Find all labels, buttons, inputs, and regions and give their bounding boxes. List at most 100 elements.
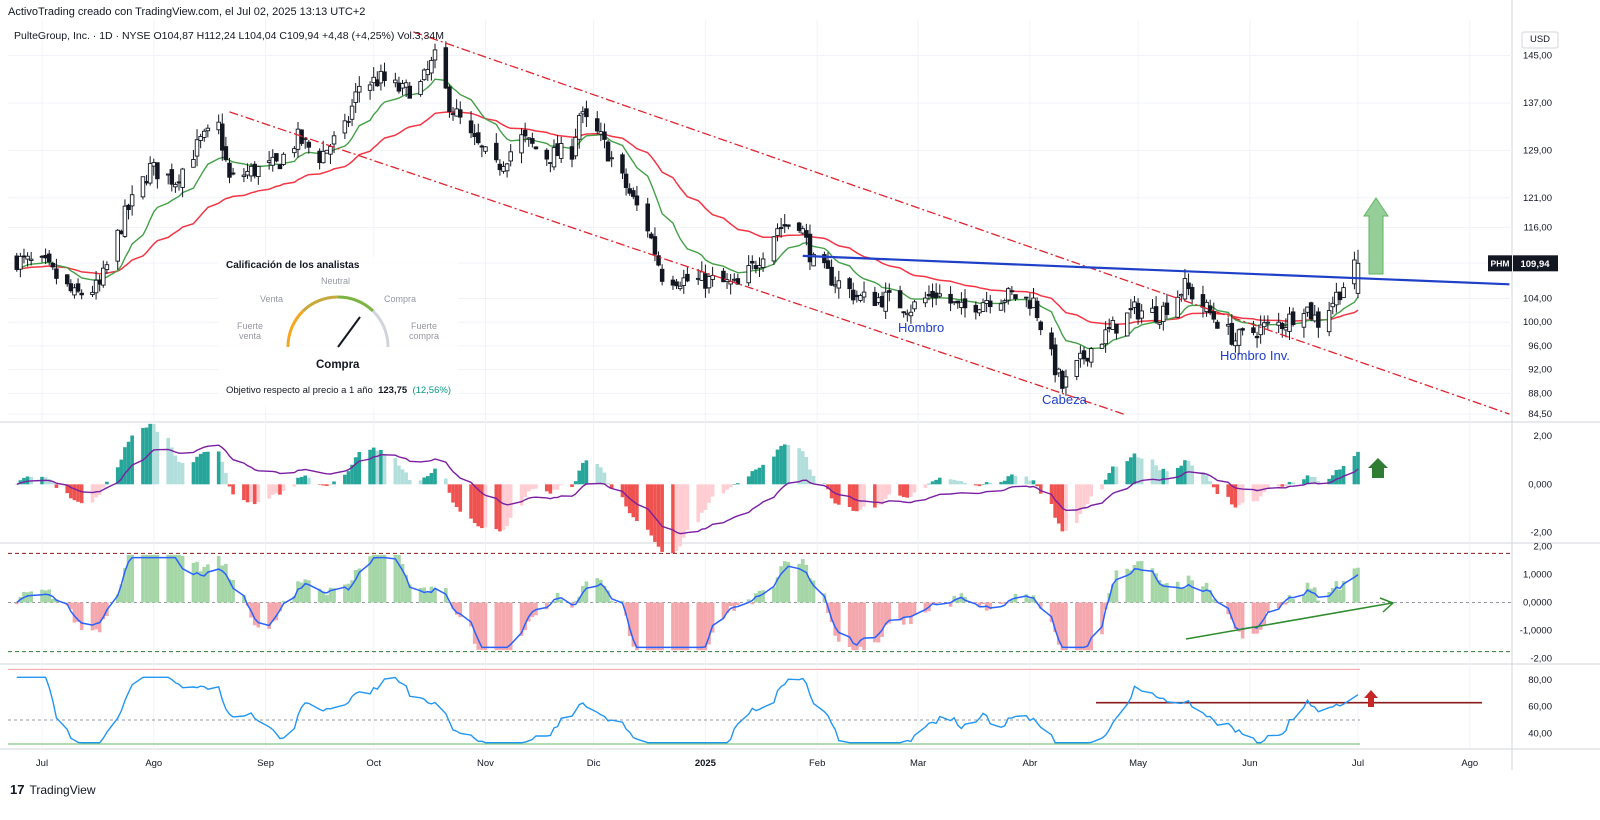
osc-hist-bar — [981, 602, 985, 605]
macd-hist-bar — [606, 483, 610, 485]
osc-hist-bar — [144, 554, 149, 603]
osc-hist-bar — [1276, 602, 1281, 609]
osc-hist-bar — [811, 580, 816, 603]
osc-hist-bar — [1352, 568, 1357, 603]
osc-hist-bar — [425, 592, 430, 603]
macd-hist-bar — [570, 484, 574, 488]
macd-hist-bar — [494, 484, 499, 530]
currency-box — [1521, 31, 1559, 49]
osc-hist-bar — [1100, 602, 1104, 635]
macd-hist-bar — [772, 456, 776, 485]
candle-body — [353, 91, 358, 103]
macd-hist-bar — [195, 456, 199, 485]
annotation-cabeza: Cabeza — [1042, 392, 1088, 407]
candle-body — [129, 194, 135, 207]
candle-body — [558, 143, 564, 159]
osc-hist-bar — [1284, 602, 1288, 605]
osc-hist-bar — [883, 602, 888, 625]
candle-body — [1254, 335, 1260, 339]
osc-hist-bar — [155, 554, 160, 603]
time-tick-label: Feb — [809, 758, 825, 769]
candle-body — [631, 190, 636, 197]
candle-body — [494, 142, 499, 161]
osc-hist-bar — [653, 602, 657, 651]
candle-body — [1034, 300, 1040, 319]
candle-body — [1063, 376, 1069, 388]
osc-hist-bar — [754, 593, 758, 603]
candle-body — [681, 277, 687, 286]
macd-hist-bar — [559, 484, 563, 486]
macd-hist-bar — [1330, 475, 1335, 485]
osc-hist-bar — [130, 554, 134, 603]
macd-up-arrow-icon — [1368, 458, 1388, 478]
macd-hist-bar — [123, 447, 127, 485]
osc-hist-bar — [148, 554, 152, 603]
macd-hist-bar — [476, 484, 481, 527]
candle-body — [526, 137, 531, 140]
candle-body — [977, 309, 982, 314]
osc-line — [16, 556, 1359, 649]
candle-body — [858, 295, 863, 301]
candle-body — [703, 273, 708, 289]
macd-hist-bar — [245, 484, 250, 503]
osc-hist-bar — [451, 602, 455, 609]
candle-body — [90, 291, 95, 295]
osc-hist-bar — [350, 580, 354, 603]
osc-hist-bar — [1338, 589, 1342, 603]
osc-hist-bar — [862, 602, 866, 651]
candle-body — [75, 283, 81, 292]
macd-hist-bar — [725, 484, 729, 490]
analyst-target: Objetivo respecto al precio a 1 año 123,… — [226, 385, 451, 396]
macd-hist-bar — [1024, 476, 1029, 485]
candle-body — [1265, 321, 1271, 324]
macd-hist-bar — [653, 484, 657, 542]
candle-body — [1009, 290, 1015, 293]
macd-hist-bar — [1002, 480, 1007, 485]
osc-hist-bar — [501, 602, 506, 651]
candle-body — [948, 293, 953, 304]
macd-hist-bar — [710, 484, 715, 497]
time-tick-label: Mar — [910, 758, 926, 769]
osc-hist-bar — [775, 577, 780, 603]
macd-hist-bar — [761, 464, 765, 485]
osc-hist-bar — [1341, 580, 1346, 603]
macd-hist-bar — [555, 484, 560, 490]
macd-hist-bar — [296, 477, 300, 485]
macd-hist-bar — [429, 473, 434, 485]
osc-hist-bar — [151, 554, 156, 603]
candle-body — [331, 135, 337, 145]
macd-hist-bar — [317, 484, 322, 485]
macd-hist-bar — [501, 484, 506, 530]
candle-body — [476, 132, 481, 144]
candle-body — [804, 230, 809, 238]
macd-hist-bar — [1186, 460, 1191, 485]
osc-hist-bar — [72, 602, 77, 623]
macd-hist-bar — [736, 483, 740, 485]
candle-body — [1038, 321, 1043, 331]
candle-body — [1334, 291, 1339, 306]
macd-hist-bar — [151, 423, 156, 485]
osc-hist-bar — [1179, 587, 1184, 603]
macd-hist-bar — [1280, 484, 1285, 487]
candle-body — [483, 146, 488, 152]
osc-hist-bar — [627, 602, 632, 636]
macd-hist-bar — [804, 456, 809, 485]
osc-hist-bar — [94, 602, 98, 630]
osc-hist-bar — [472, 602, 477, 644]
macd-hist-bar — [202, 452, 207, 485]
macd-hist-bar — [458, 484, 463, 512]
macd-hist-bar — [707, 484, 711, 503]
time-tick-label: Dic — [587, 758, 601, 769]
macd-hist-bar — [328, 484, 333, 486]
candle-body — [1326, 310, 1332, 333]
osc-hist-bar — [328, 587, 333, 603]
osc-hist-bar — [1237, 602, 1241, 632]
candle-body — [674, 281, 679, 287]
osc-hist-bar — [494, 602, 499, 651]
osc-hist-bar — [1074, 602, 1079, 651]
candle-body — [346, 120, 351, 123]
price-tick-label: 145,00 — [1523, 51, 1552, 62]
macd-hist-bar — [1089, 484, 1093, 497]
osc-hist-bar — [1291, 599, 1295, 603]
